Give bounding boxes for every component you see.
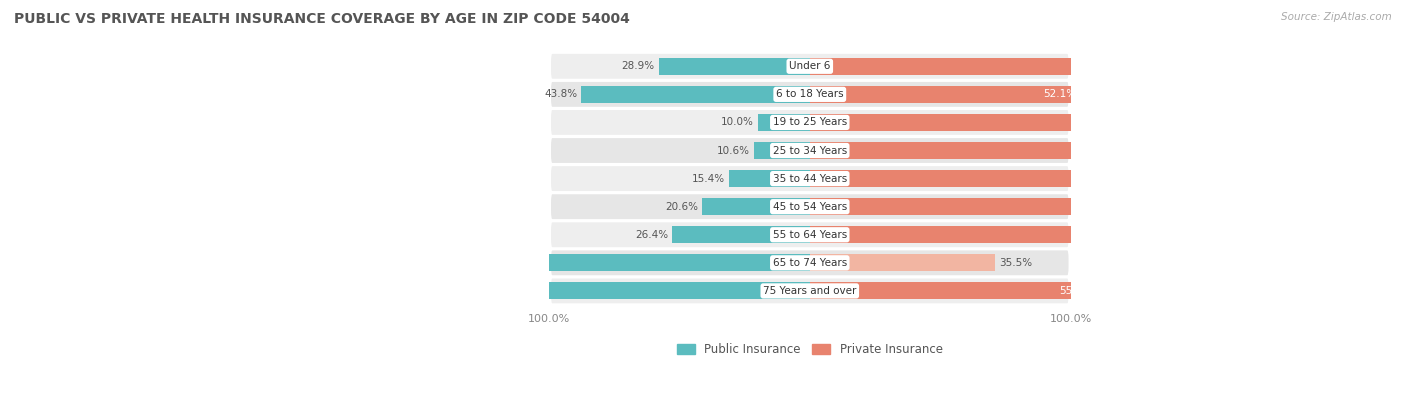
Bar — [730, 170, 810, 187]
Text: 52.1%: 52.1% — [1043, 89, 1077, 100]
Bar — [810, 254, 995, 271]
Text: 35.5%: 35.5% — [1000, 258, 1032, 268]
Text: 35 to 44 Years: 35 to 44 Years — [773, 173, 846, 184]
Text: 75 Years and over: 75 Years and over — [763, 286, 856, 296]
Text: 73.1%: 73.1% — [1153, 117, 1185, 128]
Bar — [810, 226, 1188, 243]
Bar — [810, 86, 1081, 103]
Legend: Public Insurance, Private Insurance: Public Insurance, Private Insurance — [672, 338, 948, 361]
Text: 26.4%: 26.4% — [634, 230, 668, 240]
FancyBboxPatch shape — [550, 53, 1070, 80]
Text: 25 to 34 Years: 25 to 34 Years — [773, 145, 846, 156]
Bar — [810, 58, 1164, 75]
Text: 43.8%: 43.8% — [544, 89, 576, 100]
Bar — [755, 142, 810, 159]
Text: 28.9%: 28.9% — [621, 61, 655, 71]
Bar — [294, 254, 810, 271]
FancyBboxPatch shape — [550, 81, 1070, 108]
Text: 80.4%: 80.4% — [1191, 202, 1225, 212]
Text: 10.6%: 10.6% — [717, 145, 751, 156]
Text: 19 to 25 Years: 19 to 25 Years — [773, 117, 846, 128]
Bar — [810, 198, 1229, 215]
Text: Source: ZipAtlas.com: Source: ZipAtlas.com — [1281, 12, 1392, 22]
Text: 6 to 18 Years: 6 to 18 Years — [776, 89, 844, 100]
Text: 10.0%: 10.0% — [720, 117, 754, 128]
Bar — [581, 86, 810, 103]
Text: 98.8%: 98.8% — [299, 258, 333, 268]
Text: 45 to 54 Years: 45 to 54 Years — [773, 202, 846, 212]
FancyBboxPatch shape — [550, 249, 1070, 276]
Text: 55 to 64 Years: 55 to 64 Years — [773, 230, 846, 240]
Bar — [288, 282, 810, 299]
Text: 68.0%: 68.0% — [1126, 61, 1160, 71]
Text: 78.7%: 78.7% — [1182, 145, 1215, 156]
Text: 55.2%: 55.2% — [1060, 286, 1092, 296]
FancyBboxPatch shape — [550, 278, 1070, 304]
Bar — [672, 226, 810, 243]
Text: Under 6: Under 6 — [789, 61, 831, 71]
FancyBboxPatch shape — [550, 193, 1070, 220]
Bar — [659, 58, 810, 75]
FancyBboxPatch shape — [550, 109, 1070, 136]
FancyBboxPatch shape — [550, 137, 1070, 164]
Bar — [810, 114, 1191, 131]
Bar — [810, 170, 1213, 187]
Text: 65 to 74 Years: 65 to 74 Years — [773, 258, 846, 268]
FancyBboxPatch shape — [550, 221, 1070, 248]
Text: 100.0%: 100.0% — [294, 286, 333, 296]
Bar — [810, 282, 1098, 299]
FancyBboxPatch shape — [550, 165, 1070, 192]
Text: 77.3%: 77.3% — [1175, 173, 1208, 184]
Bar — [703, 198, 810, 215]
Bar — [810, 142, 1220, 159]
Text: PUBLIC VS PRIVATE HEALTH INSURANCE COVERAGE BY AGE IN ZIP CODE 54004: PUBLIC VS PRIVATE HEALTH INSURANCE COVER… — [14, 12, 630, 26]
Bar — [758, 114, 810, 131]
Text: 15.4%: 15.4% — [692, 173, 725, 184]
Text: 20.6%: 20.6% — [665, 202, 699, 212]
Text: 72.6%: 72.6% — [1150, 230, 1184, 240]
